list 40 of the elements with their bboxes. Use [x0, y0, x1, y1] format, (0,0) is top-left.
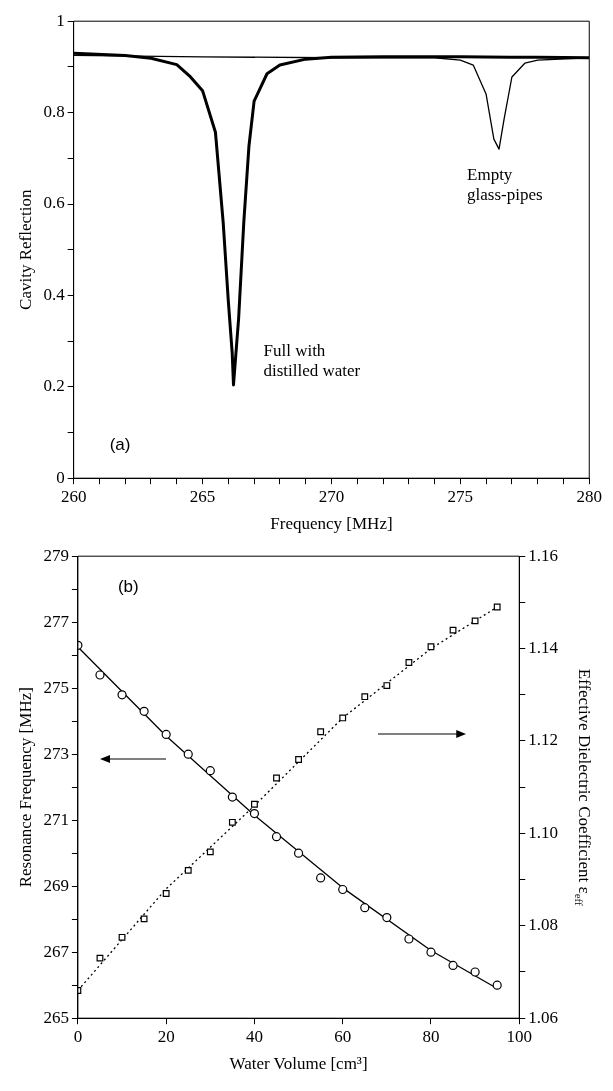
y-tick-label: 0.2 [43, 376, 65, 396]
x-tick-label: 100 [506, 1026, 532, 1046]
y-tick-label: 0 [56, 467, 65, 487]
annotation: (a) [109, 435, 131, 455]
y-tick-label: 267 [43, 941, 70, 961]
y-tick-label: 265 [43, 1007, 69, 1027]
y2-tick-label: 1.14 [528, 638, 559, 658]
y2-tick-label: 1.10 [528, 822, 558, 842]
x-tick-label: 20 [157, 1026, 175, 1046]
x-tick-label: 265 [189, 486, 216, 506]
y2-tick-label: 1.06 [528, 1007, 558, 1027]
y-tick-label: 0.4 [43, 284, 66, 304]
x-tick-label: 40 [245, 1026, 263, 1046]
y-axis-title: Cavity Reflection [15, 189, 35, 310]
y-tick-label: 273 [43, 743, 69, 763]
annotation: (b) [117, 577, 139, 597]
y-tick-label: 0.8 [43, 102, 65, 122]
y-tick-label: 1 [56, 10, 65, 30]
series-label: Full with distilled water [263, 340, 361, 380]
y-axis-title: Resonance Frequency [MHz] [15, 687, 35, 888]
x-tick-label: 60 [334, 1026, 352, 1046]
y2-axis-title: Effective Dielectric Coefficient εeff [573, 668, 594, 907]
x-tick-label: 0 [73, 1026, 83, 1046]
x-tick-label: 260 [60, 486, 87, 506]
x-tick-label: 275 [447, 486, 474, 506]
x-tick-label: 280 [576, 486, 602, 506]
y2-tick-label: 1.08 [528, 915, 558, 935]
x-tick-label: 80 [422, 1026, 440, 1046]
x-tick-label: 270 [318, 486, 345, 506]
y-tick-label: 269 [43, 875, 69, 895]
x-axis-title: Frequency [MHz] [270, 514, 393, 534]
y-tick-label: 277 [43, 611, 70, 631]
y-tick-label: 271 [43, 809, 69, 829]
x-axis-title: Water Volume [cm³] [229, 1054, 368, 1074]
y-tick-label: 279 [43, 545, 69, 565]
text: Empty glass-pipes [467, 165, 543, 205]
y2-tick-label: 1.16 [528, 545, 558, 565]
y-tick-label: 275 [43, 677, 69, 697]
y-tick-label: 0.6 [43, 193, 65, 213]
y2-tick-label: 1.12 [528, 730, 558, 750]
